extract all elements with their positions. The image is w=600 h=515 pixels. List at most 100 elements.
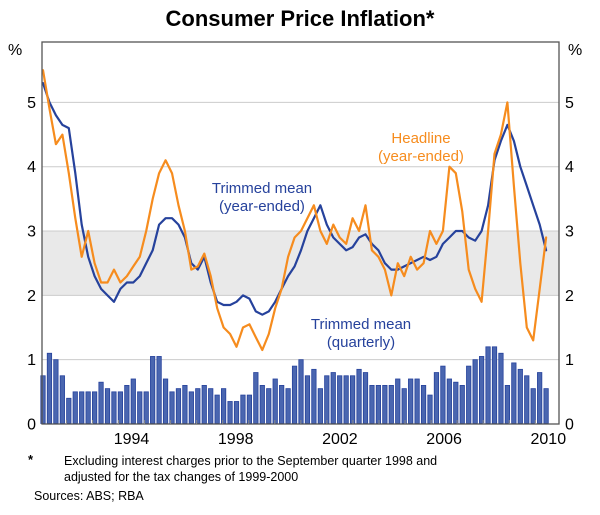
bar-2009Q1: [517, 368, 523, 424]
bar-2007Q1: [466, 365, 472, 424]
bar-2003Q1: [362, 372, 369, 424]
bar-1998Q1: [233, 401, 240, 424]
headline-series-label-line2: (year-ended): [378, 148, 464, 165]
y-axis-unit-left: %: [8, 42, 23, 59]
bar-1997Q3: [220, 388, 227, 424]
bar-2004Q2: [395, 378, 401, 424]
y-tick-label-right-4: 4: [565, 159, 574, 176]
bar-2004Q4: [408, 378, 414, 424]
bar-2002Q1: [337, 375, 343, 424]
bar-2008Q1: [491, 346, 498, 424]
bar-1993Q1: [104, 388, 111, 424]
bar-1999Q4: [279, 385, 285, 424]
bar-1992Q2: [85, 391, 91, 424]
headline-series-label: Headline (year-ended): [321, 130, 521, 166]
bar-2006Q3: [453, 381, 459, 424]
bar-1990Q4: [46, 352, 53, 424]
bar-1994Q3: [143, 391, 149, 424]
bar-2008Q2: [498, 352, 504, 424]
footnote-sources: Sources: ABS; RBA: [34, 489, 144, 503]
y-tick-label-left-4: 4: [27, 159, 36, 176]
bar-1997Q1: [208, 388, 214, 424]
bar-2003Q2: [369, 385, 375, 424]
trimmed-mean-year-ended-label-line1: Trimmed mean: [211, 180, 313, 197]
bar-1992Q3: [92, 391, 98, 424]
y-tick-label-right-0: 0: [565, 417, 574, 434]
bar-2006Q4: [459, 385, 465, 424]
bar-2001Q3: [324, 375, 330, 424]
footnote-line2: adjusted for the tax changes of 1999-200…: [64, 470, 299, 484]
bar-2007Q4: [485, 346, 491, 424]
bar-2000Q1: [285, 388, 291, 424]
y-tick-label-right-3: 3: [565, 224, 574, 241]
quarterly-bars: [40, 346, 549, 424]
bar-2002Q2: [343, 375, 349, 424]
y-tick-label-right-2: 2: [565, 288, 574, 305]
bar-1996Q2: [188, 391, 194, 424]
bar-2006Q2: [446, 378, 452, 424]
bar-1998Q2: [240, 394, 246, 424]
bar-1997Q2: [214, 394, 220, 424]
bar-1991Q1: [53, 359, 59, 424]
bar-2002Q4: [356, 368, 362, 424]
bar-2009Q2: [524, 375, 530, 424]
trimmed-mean-year-ended-label: Trimmed mean (year-ended): [162, 180, 362, 216]
trimmed-mean-quarterly-label-line1: Trimmed mean: [310, 316, 412, 333]
bar-1993Q3: [117, 391, 123, 424]
y-axis-unit-right: %: [568, 42, 583, 59]
bar-1995Q1: [156, 356, 162, 424]
x-tick-label-1994: 1994: [114, 431, 150, 448]
bar-2004Q3: [401, 388, 407, 424]
bar-1995Q3: [169, 391, 175, 424]
headline-line: [41, 69, 548, 352]
bar-2005Q2: [420, 385, 427, 424]
footnote-marker: *: [28, 452, 34, 467]
bar-2006Q1: [440, 365, 446, 424]
y-tick-label-right-5: 5: [565, 95, 574, 112]
bar-1996Q1: [182, 385, 188, 424]
bar-1991Q2: [59, 375, 65, 424]
bar-2004Q1: [388, 385, 394, 424]
bar-2005Q4: [433, 372, 440, 424]
x-tick-label-1998: 1998: [218, 431, 254, 448]
bar-1997Q4: [227, 401, 233, 424]
bar-2003Q4: [382, 385, 388, 424]
trimmed-mean-quarterly-label-line2: (quarterly): [326, 334, 396, 351]
bar-2001Q4: [330, 372, 336, 424]
bar-2010Q1: [543, 388, 549, 424]
bar-1991Q3: [66, 397, 72, 424]
target-band: [42, 231, 559, 296]
bar-2005Q3: [427, 394, 433, 424]
headline-series-label-line1: Headline: [391, 130, 451, 147]
trimmed-mean-year-ended-label-line2: (year-ended): [219, 198, 305, 215]
bar-2000Q2: [291, 365, 298, 424]
bar-1992Q1: [79, 391, 85, 424]
bar-2003Q3: [375, 385, 382, 424]
bar-2007Q2: [472, 359, 478, 424]
x-tick-label-2006: 2006: [426, 431, 462, 448]
bar-2007Q3: [478, 356, 485, 424]
bar-1994Q4: [150, 356, 156, 424]
bar-1991Q4: [72, 391, 78, 424]
x-tick-label-2002: 2002: [322, 431, 358, 448]
bar-1992Q4: [98, 381, 104, 424]
bar-1996Q4: [201, 385, 207, 424]
bar-2001Q1: [311, 368, 317, 424]
bar-2009Q4: [537, 372, 543, 424]
y-tick-label-left-3: 3: [27, 224, 36, 241]
y-tick-label-left-2: 2: [27, 288, 36, 305]
chart-title: Consumer Price Inflation*: [165, 6, 435, 31]
bar-1999Q1: [259, 385, 265, 424]
bar-1999Q2: [266, 388, 272, 424]
bar-2008Q4: [511, 362, 517, 424]
bar-2005Q1: [414, 378, 420, 424]
bar-1994Q2: [137, 391, 143, 424]
footnote-line1: Excluding interest charges prior to the …: [64, 454, 438, 468]
bar-2008Q3: [504, 385, 511, 424]
x-tick-label-2010: 2010: [531, 431, 567, 448]
bar-2001Q2: [317, 388, 323, 424]
bar-1994Q1: [130, 378, 136, 424]
trimmed-mean-quarterly-label: Trimmed mean (quarterly): [261, 316, 461, 352]
y-tick-label-right-1: 1: [565, 352, 574, 369]
